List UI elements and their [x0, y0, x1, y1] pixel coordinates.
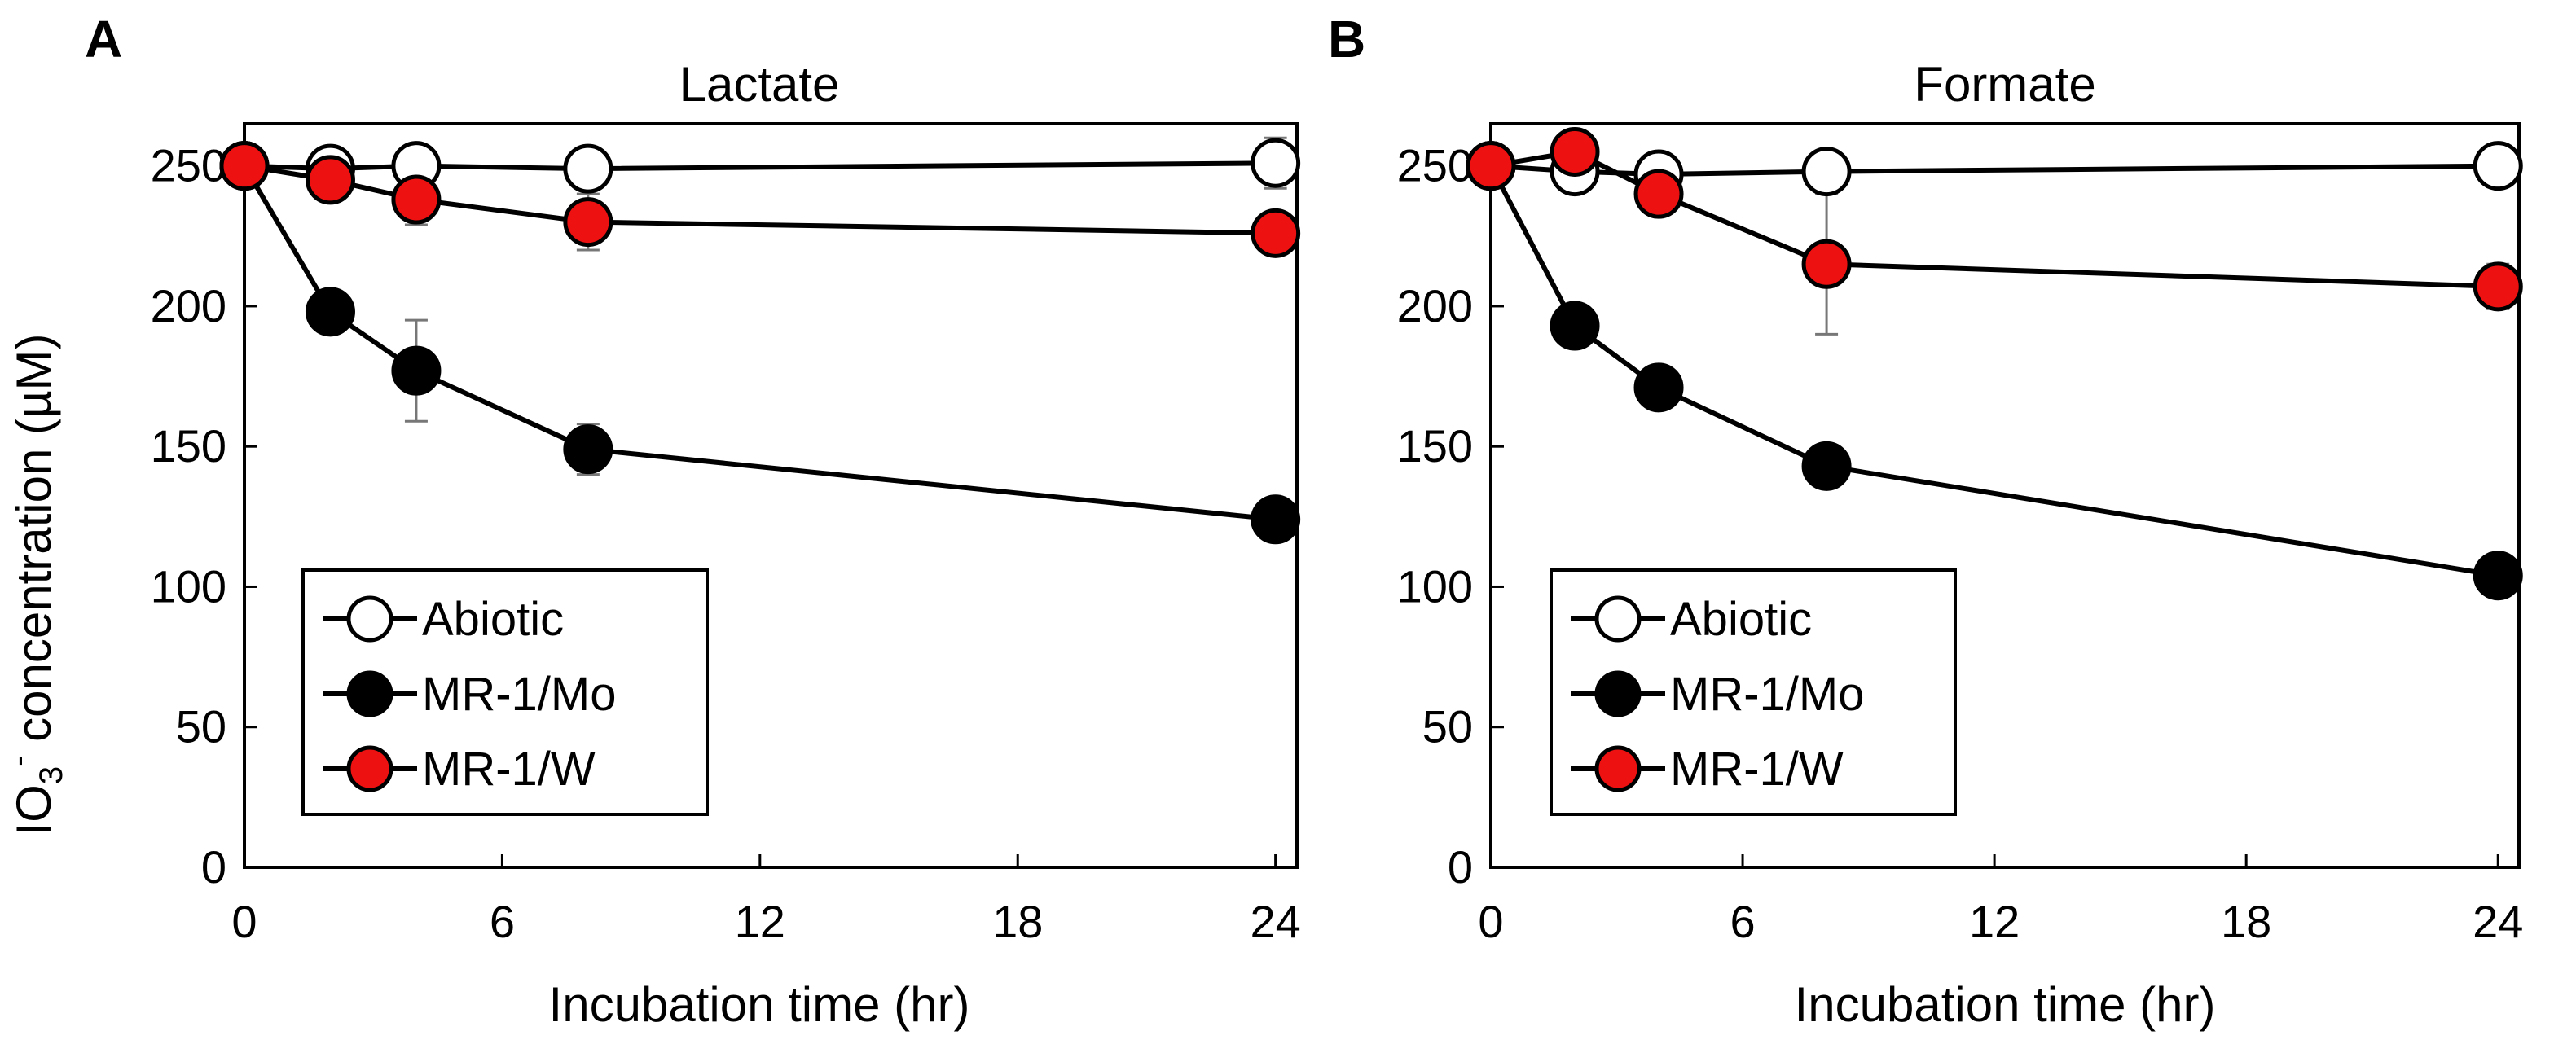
data-point-b-w-0 [1466, 141, 1516, 191]
y-tick-label-b-150: 150 [1397, 420, 1473, 472]
y-tick-label-b-250: 250 [1397, 140, 1473, 191]
data-point-a-w-0 [219, 141, 270, 191]
x-tick-label-a-12: 12 [735, 896, 785, 947]
x-tick-label-b-0: 0 [1478, 896, 1503, 947]
y-tick-label-b-200: 200 [1397, 280, 1473, 331]
y-tick-label-a-200: 200 [151, 280, 226, 331]
legend-marker-a-mo [346, 670, 393, 717]
panel-a-title: Lactate [679, 57, 840, 112]
plot-panel-a: 0 50 100 150 200 250 0 6 12 18 24 Abiotic MR-1/Mo MR-… [151, 122, 1301, 947]
series-line-a-mo [242, 165, 1276, 522]
y-tick-label-a-50: 50 [176, 701, 226, 752]
y-tick-label-a-100: 100 [151, 560, 226, 612]
data-point-b-mo-1 [1550, 301, 1600, 351]
x-tick-label-a-0: 0 [231, 896, 257, 947]
data-point-a-w-1 [305, 155, 355, 205]
series-a-mo [242, 165, 1287, 529]
data-point-b-mo-2 [1633, 362, 1684, 413]
legend-b: Abiotic MR-1/Mo MR-1/W [1550, 568, 1957, 816]
y-axis-label-sub: 3 [33, 766, 69, 784]
x-tick-label-a-24: 24 [1250, 896, 1300, 947]
y-tick-label-a-0: 0 [201, 841, 226, 893]
legend-marker-b-mo [1594, 670, 1642, 717]
panel-a-label: A [85, 10, 122, 68]
data-point-b-mo-3 [1801, 441, 1852, 491]
x-tick-label-b-6: 6 [1730, 896, 1755, 947]
data-point-a-mo-2 [391, 345, 442, 396]
y-axis-label-pre: IO [7, 784, 61, 836]
legend-label-b-mo: MR-1/Mo [1670, 668, 1864, 721]
legend-marker-b-w [1594, 745, 1642, 792]
legend-label-a-mo: MR-1/Mo [422, 668, 616, 721]
data-point-a-w-2 [391, 174, 442, 225]
data-point-b-w-3 [1801, 239, 1852, 289]
data-point-b-w-1 [1550, 126, 1600, 177]
y-axis-label: IO3- concentration (µM) [1, 333, 69, 836]
plot-frame-a [243, 122, 1299, 869]
legend-label-a-abiotic: Abiotic [422, 593, 564, 646]
data-point-b-abiotic-4 [2473, 141, 2523, 191]
y-tick-label-a-150: 150 [151, 420, 226, 472]
data-point-b-mo-4 [2473, 551, 2523, 601]
panel-b-xlabel: Incubation time (hr) [1795, 977, 2216, 1032]
y-axis-label-post: concentration (µM) [7, 333, 61, 755]
x-tick-label-b-18: 18 [2221, 896, 2271, 947]
data-point-a-mo-4 [1251, 494, 1301, 545]
legend-marker-a-abiotic [346, 595, 393, 643]
legend-marker-a-w [346, 745, 393, 792]
legend-label-b-w: MR-1/W [1670, 743, 1844, 796]
data-point-a-mo-1 [305, 287, 355, 337]
x-tick-label-a-18: 18 [992, 896, 1043, 947]
data-point-a-abiotic-4 [1251, 138, 1301, 188]
data-point-a-w-4 [1251, 208, 1301, 258]
y-tick-label-b-0: 0 [1448, 841, 1473, 893]
data-point-a-mo-3 [563, 424, 613, 475]
legend-marker-b-abiotic [1594, 595, 1642, 643]
legend-label-b-abiotic: Abiotic [1670, 593, 1812, 646]
data-point-b-w-2 [1633, 169, 1684, 219]
legend-a: Abiotic MR-1/Mo MR-1/W [301, 568, 709, 816]
y-axis-label-sup: - [1, 756, 37, 766]
y-tick-label-b-50: 50 [1422, 701, 1473, 752]
data-point-a-abiotic-3 [563, 143, 613, 194]
data-point-b-w-4 [2473, 261, 2523, 312]
svg-text:IO3- concentration (µM): IO3- concentration (µM) [1, 333, 69, 836]
x-tick-label-b-12: 12 [1969, 896, 2020, 947]
y-tick-label-a-250: 250 [151, 140, 226, 191]
panel-a-xlabel: Incubation time (hr) [549, 977, 970, 1032]
x-tick-label-b-24: 24 [2473, 896, 2523, 947]
panel-b-label: B [1328, 10, 1365, 68]
plot-frame-b [1489, 122, 2521, 869]
data-point-a-w-3 [563, 197, 613, 248]
panel-b-title: Formate [1914, 57, 2095, 112]
data-point-b-abiotic-3 [1801, 147, 1852, 197]
x-tick-label-a-6: 6 [490, 896, 515, 947]
y-tick-label-b-100: 100 [1397, 560, 1473, 612]
plot-panel-b: 0 50 100 150 200 250 0 6 12 18 24 Abiotic MR-1/Mo MR-… [1397, 122, 2523, 947]
legend-label-a-w: MR-1/W [422, 743, 596, 796]
